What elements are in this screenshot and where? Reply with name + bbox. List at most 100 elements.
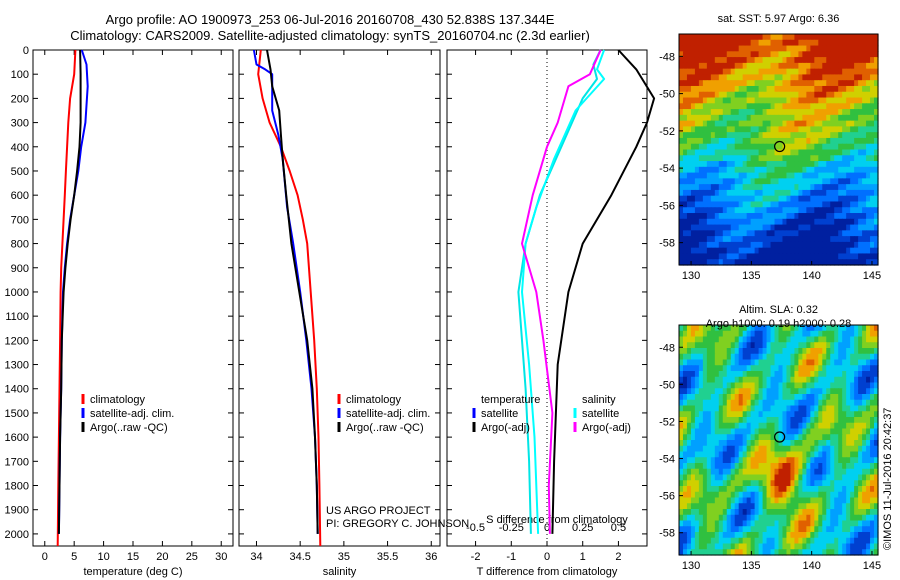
map-cell bbox=[794, 445, 799, 453]
map-cell bbox=[694, 526, 700, 533]
map-cell bbox=[734, 543, 740, 550]
map-cell bbox=[866, 509, 871, 516]
map-cell bbox=[714, 45, 720, 52]
map-cell bbox=[874, 68, 879, 76]
map-cell bbox=[718, 103, 724, 110]
map-cell bbox=[770, 463, 776, 470]
map-cell bbox=[718, 166, 724, 174]
map-cell bbox=[846, 440, 851, 447]
map-cell bbox=[782, 155, 788, 162]
map-cell bbox=[822, 480, 827, 487]
map-cell bbox=[798, 394, 803, 401]
map-cell bbox=[690, 549, 696, 556]
map-cell bbox=[806, 120, 811, 128]
map-cell bbox=[838, 85, 843, 93]
map-cell bbox=[710, 247, 716, 255]
map-cell bbox=[846, 503, 851, 510]
map-cell bbox=[874, 137, 879, 145]
map-cell bbox=[834, 480, 839, 487]
map-cell bbox=[810, 143, 815, 151]
map-cell bbox=[782, 532, 788, 539]
map-cell bbox=[874, 189, 879, 197]
map-cell bbox=[726, 57, 732, 64]
map-cell bbox=[766, 474, 772, 481]
map-cell bbox=[766, 543, 772, 550]
map-cell bbox=[702, 172, 708, 179]
map-cell bbox=[710, 39, 716, 47]
map-cell bbox=[738, 474, 744, 481]
map-cell bbox=[810, 520, 815, 527]
map-cell bbox=[754, 509, 760, 516]
map-cell bbox=[874, 376, 879, 384]
map-cell bbox=[850, 445, 855, 453]
map-cell bbox=[866, 440, 871, 447]
map-cell bbox=[682, 126, 688, 133]
map-cell bbox=[866, 526, 871, 533]
map-cell bbox=[822, 218, 827, 226]
map-cell bbox=[742, 520, 748, 527]
map-cell bbox=[766, 213, 772, 220]
map-cell bbox=[682, 34, 688, 41]
map-cell bbox=[746, 514, 752, 522]
map-cell bbox=[702, 34, 708, 41]
map-cell bbox=[770, 143, 776, 151]
map-cell bbox=[846, 178, 851, 185]
map-cell bbox=[746, 80, 752, 87]
map-cell bbox=[718, 422, 724, 430]
map-cell bbox=[790, 405, 796, 412]
map-cell bbox=[826, 45, 831, 52]
map-cell bbox=[790, 34, 796, 41]
map-cell bbox=[786, 91, 792, 99]
map-cell bbox=[826, 342, 831, 349]
map-cell bbox=[734, 371, 740, 378]
map-cell bbox=[734, 411, 740, 418]
map-cell bbox=[742, 428, 748, 435]
map-cell bbox=[679, 520, 684, 527]
map-cell bbox=[798, 428, 803, 435]
map-cell bbox=[822, 526, 827, 533]
map-cell bbox=[854, 457, 859, 464]
map-cell bbox=[862, 457, 867, 464]
map-cell bbox=[770, 178, 776, 185]
map-cell bbox=[874, 178, 879, 185]
map-cell bbox=[842, 91, 847, 99]
map-cell bbox=[766, 480, 772, 487]
map-cell bbox=[746, 388, 752, 395]
map-cell bbox=[858, 109, 863, 116]
map-cell bbox=[870, 376, 875, 384]
map-cell bbox=[690, 120, 696, 128]
map-cell bbox=[778, 422, 784, 430]
map-cell bbox=[858, 445, 863, 453]
map-cell bbox=[838, 149, 843, 156]
map-cell bbox=[822, 394, 827, 401]
map-cell bbox=[722, 137, 728, 145]
map-cell bbox=[714, 195, 720, 203]
map-cell bbox=[802, 491, 807, 499]
map-cell bbox=[722, 486, 728, 493]
map-cell bbox=[874, 155, 879, 162]
y-tick-label: -52 bbox=[659, 416, 675, 428]
map-cell bbox=[734, 497, 740, 504]
map-cell bbox=[710, 503, 716, 510]
map-cell bbox=[754, 348, 760, 355]
map-cell bbox=[794, 97, 799, 104]
map-cell bbox=[698, 440, 704, 447]
map-cell bbox=[710, 132, 716, 139]
map-cell bbox=[686, 57, 692, 64]
map-cell bbox=[742, 126, 748, 133]
map-cell bbox=[854, 143, 859, 151]
map-cell bbox=[766, 486, 772, 493]
map-cell bbox=[722, 253, 728, 260]
map-cell bbox=[734, 201, 740, 208]
map-cell bbox=[866, 143, 871, 151]
map-cell bbox=[802, 543, 807, 550]
map-cell bbox=[682, 184, 688, 191]
map-cell bbox=[770, 126, 776, 133]
map-cell bbox=[686, 497, 692, 504]
map-cell bbox=[850, 411, 855, 418]
map-cell bbox=[754, 514, 760, 522]
map-cell bbox=[762, 51, 768, 58]
map-cell bbox=[854, 486, 859, 493]
x-tick-label: 34 bbox=[250, 551, 262, 563]
map-cell bbox=[854, 526, 859, 533]
